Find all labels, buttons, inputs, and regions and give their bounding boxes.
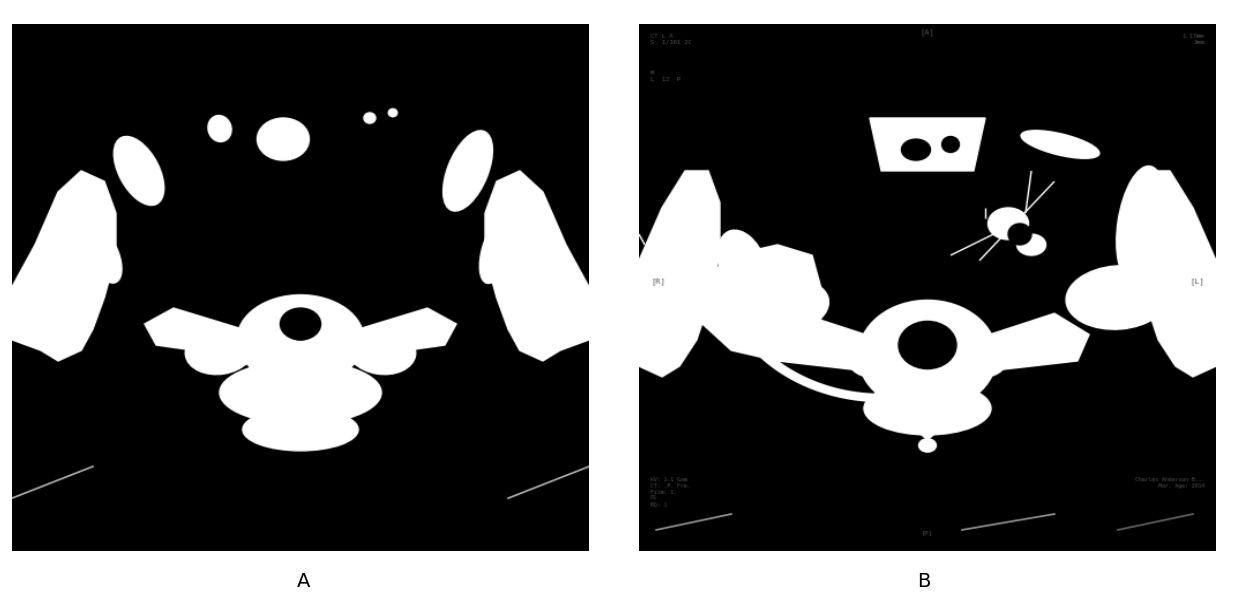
Text: B: B [918,572,930,591]
Text: A: A [298,572,310,591]
